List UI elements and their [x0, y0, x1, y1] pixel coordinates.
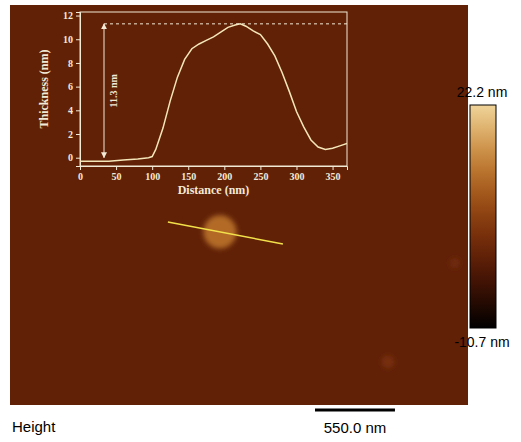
- tick: 8: [68, 58, 80, 69]
- tick-label: 8: [68, 58, 73, 69]
- image-background: [10, 5, 468, 405]
- tick-mark: [116, 166, 117, 170]
- colorbar-label: -10.7 nm: [454, 334, 509, 350]
- tick-mark: [76, 87, 80, 88]
- axis-line: [81, 167, 348, 171]
- tick: 150: [181, 166, 196, 182]
- tick-label: 0: [68, 152, 73, 163]
- tick: 2: [68, 129, 80, 140]
- tick: 12: [63, 10, 80, 21]
- tick-mark: [76, 134, 80, 135]
- tick-mark: [76, 110, 80, 111]
- tick: 300: [289, 166, 304, 182]
- inset-marks: [80, 24, 347, 161]
- profile-curve: [80, 24, 347, 161]
- tick: 200: [217, 166, 232, 182]
- tick-mark: [333, 166, 334, 170]
- scale-bar-label: 550.0 nm: [324, 419, 387, 436]
- tick-label: 4: [68, 105, 73, 116]
- x-axis: 0 50 100 150 200 250 300 350: [78, 166, 348, 182]
- height-arrow: [104, 24, 105, 158]
- profile-line: [168, 222, 283, 244]
- tick: 0: [68, 152, 80, 163]
- tick-mark: [224, 166, 225, 170]
- annotation-label: 11.3 nm: [108, 73, 119, 107]
- tick-mark: [76, 158, 80, 159]
- tick-mark: [76, 63, 80, 64]
- x-axis-title: Distance (nm): [178, 183, 250, 197]
- image-title: Height: [12, 418, 56, 435]
- tick-mark: [76, 39, 80, 40]
- tick-label: 250: [253, 171, 268, 182]
- tick-mark: [296, 166, 297, 170]
- plot-frame: [80, 12, 347, 166]
- tick-label: 150: [181, 171, 196, 182]
- tick-label: 10: [63, 34, 73, 45]
- axis-line: [76, 13, 81, 167]
- tick: 100: [145, 166, 160, 182]
- tick-mark: [260, 166, 261, 170]
- level-line: [104, 23, 347, 24]
- afm-image: [10, 5, 468, 405]
- tick-label: 100: [145, 171, 160, 182]
- tick-label: 350: [326, 171, 341, 182]
- tick-mark: [188, 166, 189, 170]
- y-axis-title: Thickness (nm): [37, 49, 51, 128]
- tick-label: 6: [68, 81, 73, 92]
- tick-label: 2: [68, 129, 73, 140]
- tick: 10: [63, 34, 80, 45]
- tick: 0: [78, 166, 83, 182]
- tick: 250: [253, 166, 268, 182]
- tick: 350: [326, 166, 341, 182]
- height-feature: [449, 258, 460, 269]
- tick-label: 300: [289, 171, 304, 182]
- height-feature: [381, 355, 394, 368]
- tick-label: 200: [217, 171, 232, 182]
- tick: 50: [112, 166, 122, 182]
- tick-label: 12: [63, 10, 73, 21]
- scale-bar: [315, 409, 395, 412]
- tick-mark: [152, 166, 153, 170]
- y-axis: 0 2 4 6 8 10 12: [63, 10, 81, 166]
- tick-mark: [76, 16, 80, 17]
- colorbar-label: 22.2 nm: [457, 84, 508, 100]
- figure: 22.2 nm-10.7 nmHeight550.0 nm05010015020…: [0, 0, 521, 442]
- inset-chart: 0 50 100 150 200 250 300 350 0 2 4 6 8 10 12 Distance (…: [37, 10, 348, 197]
- tick: 4: [68, 105, 80, 116]
- tick-label: 0: [78, 171, 83, 182]
- colorbar: [470, 105, 496, 328]
- tick: 6: [68, 81, 80, 92]
- tick-label: 50: [112, 171, 122, 182]
